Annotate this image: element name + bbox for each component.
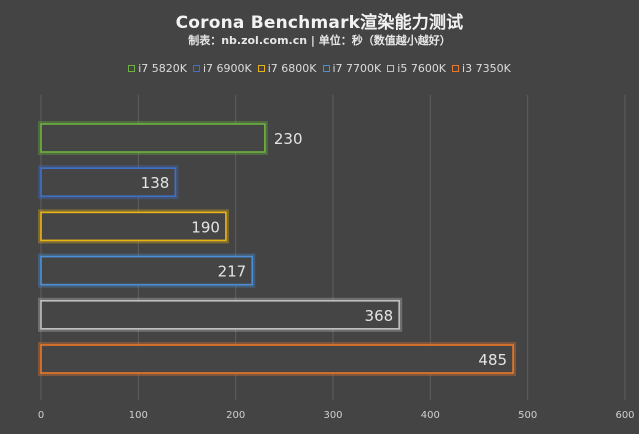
bar-glow [38, 209, 229, 244]
bar-i7-7700k [40, 255, 254, 286]
bar-value-label: 138 [141, 174, 170, 192]
bar-value-label: 190 [191, 218, 220, 236]
bar-value-label: 368 [365, 307, 394, 325]
legend-item-3: i7 7700K [322, 62, 382, 75]
x-tick-label: 200 [226, 410, 245, 421]
x-tick-label: 300 [323, 410, 342, 421]
bar-glow [38, 253, 256, 288]
legend-label: i7 5820K [138, 62, 187, 75]
x-tick-label: 600 [615, 410, 634, 421]
bar-value-label: 217 [218, 263, 247, 281]
legend: i7 5820K i7 6900K i7 6800K i7 7700K i5 7600K… [0, 62, 639, 75]
bar-glow [38, 121, 268, 155]
legend-label: i7 6800K [267, 62, 317, 75]
legend-label: i3 7350K [462, 62, 511, 75]
legend-label: i7 6900K [202, 62, 252, 75]
bar-i3-7350k [40, 344, 514, 374]
chart-subtitle: 制表：nb.zol.com.cn | 单位：秒（数值越小越好） [188, 34, 451, 47]
legend-swatch [257, 65, 265, 72]
bar-value-label: 485 [478, 351, 507, 369]
legend-item-2: i7 6800K [257, 62, 317, 75]
x-tick-label: 0 [38, 410, 44, 421]
legend-item-0: i7 5820K [128, 62, 187, 75]
legend-swatch [322, 65, 330, 72]
bar-i7-5820k [40, 123, 266, 153]
bar-i7-6800k [40, 211, 227, 242]
x-tick-label: 400 [421, 410, 440, 421]
legend-swatch [192, 65, 200, 72]
chart-title: Corona Benchmark渲染能力测试 [175, 13, 464, 33]
legend-label: i7 7700K [332, 62, 382, 75]
legend-item-1: i7 6900K [192, 62, 252, 75]
legend-item-4: i5 7600K [387, 62, 446, 75]
legend-swatch [128, 65, 136, 72]
legend-swatch [387, 65, 395, 72]
bar-value-label: 230 [274, 130, 303, 148]
bar-glow [38, 297, 403, 332]
legend-swatch [452, 65, 460, 72]
legend-label: i5 7600K [397, 62, 447, 75]
x-tick-label: 100 [129, 410, 148, 421]
bar-i7-6900k [40, 167, 177, 197]
bar-glow [38, 165, 179, 200]
x-tick-label: 500 [518, 410, 537, 421]
bar-i5-7600k [40, 299, 400, 330]
bar-glow [38, 342, 517, 376]
legend-item-5: i3 7350K [452, 62, 511, 75]
